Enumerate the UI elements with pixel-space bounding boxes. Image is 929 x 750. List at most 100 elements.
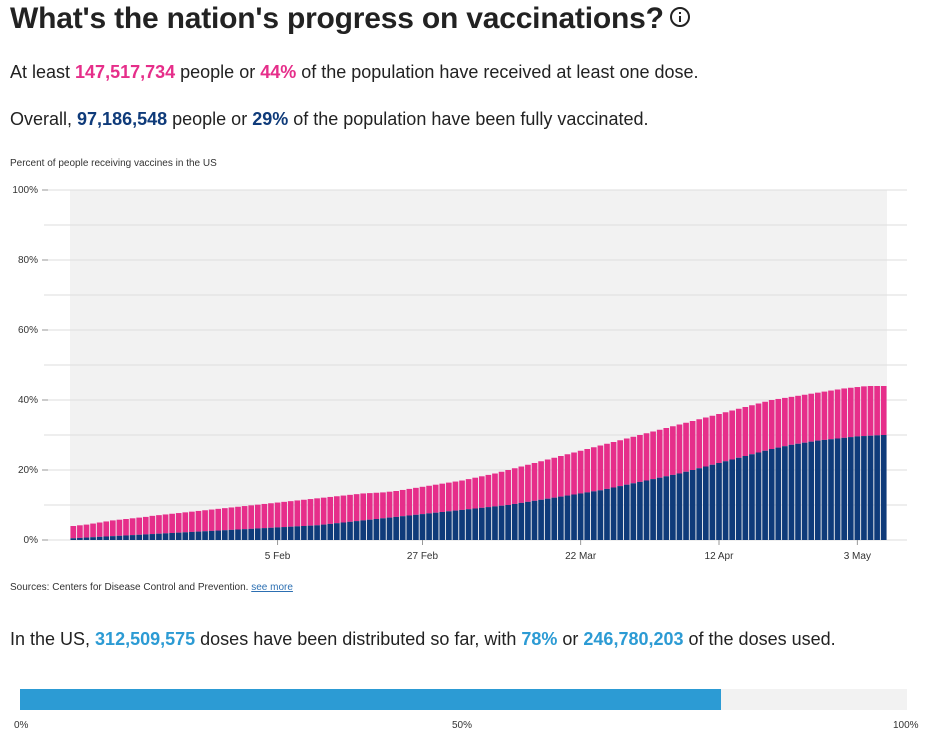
bar-one-dose: [782, 397, 788, 447]
bar-fully-vaccinated: [525, 501, 531, 540]
bar-one-dose: [334, 496, 340, 524]
sources-note: Sources: Centers for Disease Control and…: [10, 582, 293, 593]
bar-one-dose: [327, 496, 334, 524]
bar-one-dose: [729, 410, 735, 460]
bar-fully-vaccinated: [116, 535, 123, 540]
fully-percent: 29%: [252, 109, 289, 129]
bar-fully-vaccinated: [175, 532, 182, 540]
bar-one-dose: [360, 493, 367, 521]
bar-one-dose: [123, 519, 129, 536]
bar-fully-vaccinated: [696, 468, 703, 540]
x-tick-label: 22 Mar: [565, 551, 597, 562]
bar-fully-vaccinated: [637, 481, 643, 540]
bar-one-dose: [314, 498, 320, 526]
bar-one-dose: [353, 494, 360, 522]
bar-fully-vaccinated: [314, 525, 320, 540]
bar-one-dose: [847, 387, 854, 438]
bar-one-dose: [485, 474, 492, 508]
bar-one-dose: [70, 526, 77, 539]
bar-one-dose: [175, 513, 182, 533]
bar-fully-vaccinated: [426, 513, 432, 540]
bar-fully-vaccinated: [828, 439, 834, 540]
bar-one-dose: [340, 495, 347, 523]
page-title-text: What's the nation's progress on vaccinat…: [10, 2, 664, 35]
bar-one-dose: [676, 424, 683, 474]
doses-distributed: 312,509,575: [95, 629, 196, 649]
bar-fully-vaccinated: [307, 525, 314, 540]
bar-one-dose: [380, 492, 386, 519]
bar-one-dose: [261, 503, 268, 529]
bar-one-dose: [472, 477, 479, 509]
bar-fully-vaccinated: [208, 530, 215, 540]
bar-one-dose: [399, 489, 406, 517]
bar-one-dose: [83, 524, 90, 538]
one-dose-percent: 44%: [260, 62, 297, 82]
doses-progress-fill: [20, 689, 721, 710]
bar-fully-vaccinated: [867, 435, 874, 540]
chart-title: Percent of people receiving vaccines in …: [10, 158, 217, 169]
bar-one-dose: [287, 501, 294, 527]
bar-one-dose: [505, 470, 511, 505]
bar-one-dose: [347, 494, 353, 522]
bar-fully-vaccinated: [162, 533, 169, 540]
bar-one-dose: [768, 400, 775, 449]
bar-fully-vaccinated: [129, 535, 136, 540]
y-tick-label: 100%: [12, 185, 38, 196]
bar-fully-vaccinated: [136, 534, 143, 540]
bar-fully-vaccinated: [103, 536, 110, 540]
bar-one-dose: [202, 510, 208, 532]
bar-one-dose: [459, 480, 465, 510]
bar-one-dose: [222, 508, 228, 531]
bar-fully-vaccinated: [432, 512, 439, 540]
bar-fully-vaccinated: [834, 438, 841, 540]
bar-one-dose: [558, 456, 564, 497]
fully-vaccinated-summary: Overall, 97,186,548 people or 29% of the…: [10, 109, 648, 130]
bar-one-dose: [867, 386, 874, 436]
fully-middle: people or: [167, 109, 253, 129]
bar-one-dose: [854, 387, 861, 437]
progress-tick-100: 100%: [893, 720, 919, 731]
one-dose-prefix: At least: [10, 62, 76, 82]
info-circle-icon[interactable]: [669, 7, 690, 28]
bar-one-dose: [564, 454, 571, 496]
page-title: What's the nation's progress on vaccinat…: [10, 2, 690, 36]
bar-one-dose: [834, 389, 841, 439]
bar-one-dose: [386, 491, 393, 518]
bar-fully-vaccinated: [742, 456, 749, 540]
bar-one-dose: [880, 386, 887, 435]
y-tick-label: 0%: [24, 535, 39, 546]
bar-fully-vaccinated: [301, 526, 307, 540]
bar-one-dose: [623, 438, 630, 485]
bar-fully-vaccinated: [459, 509, 465, 540]
bar-one-dose: [643, 433, 650, 481]
bar-fully-vaccinated: [795, 443, 801, 540]
bar-one-dose: [637, 435, 643, 482]
bar-one-dose: [116, 519, 123, 536]
doses-used-percent: 78%: [521, 629, 558, 649]
bar-one-dose: [597, 445, 604, 491]
bar-fully-vaccinated: [880, 435, 887, 540]
bar-one-dose: [525, 464, 531, 502]
bar-one-dose: [577, 450, 584, 494]
bar-fully-vaccinated: [399, 516, 406, 540]
bar-one-dose: [663, 428, 670, 477]
distribution-middle: doses have been distributed so far, with: [195, 629, 522, 649]
see-more-link[interactable]: see more: [251, 582, 293, 593]
bar-fully-vaccinated: [788, 444, 795, 540]
bar-fully-vaccinated: [775, 447, 782, 540]
bar-fully-vaccinated: [768, 449, 775, 540]
vaccination-chart: 0% 20% 40% 60% 80% 100% 5 Feb 27 Feb 22 Mar 12 Ap…: [12, 185, 907, 562]
bar-one-dose: [670, 426, 676, 475]
bar-fully-vaccinated: [610, 487, 617, 540]
bar-fully-vaccinated: [814, 440, 821, 540]
bar-fully-vaccinated: [531, 500, 538, 540]
bar-fully-vaccinated: [735, 457, 742, 540]
bar-one-dose: [426, 485, 432, 514]
bar-one-dose: [136, 517, 143, 535]
bar-fully-vaccinated: [544, 498, 551, 540]
bar-fully-vaccinated: [518, 502, 525, 540]
fully-count: 97,186,548: [77, 109, 168, 129]
bar-one-dose: [544, 459, 551, 499]
bar-one-dose: [696, 419, 703, 469]
bar-one-dose: [413, 487, 419, 515]
